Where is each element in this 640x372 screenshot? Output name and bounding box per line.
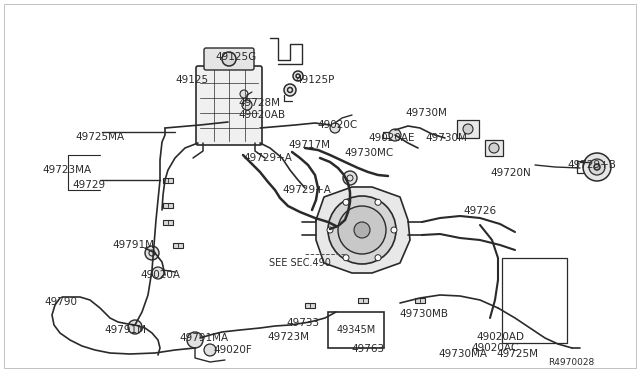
Text: 49725M: 49725M xyxy=(496,349,538,359)
Circle shape xyxy=(187,332,203,348)
Circle shape xyxy=(594,164,600,170)
Text: 49020F: 49020F xyxy=(213,345,252,355)
Bar xyxy=(457,120,479,138)
FancyBboxPatch shape xyxy=(204,48,254,70)
Bar xyxy=(173,243,183,248)
Circle shape xyxy=(589,159,605,175)
Bar xyxy=(163,203,173,208)
Text: 49730MC: 49730MC xyxy=(344,148,393,158)
Text: 49729: 49729 xyxy=(72,180,105,190)
Circle shape xyxy=(343,199,349,205)
Text: 49345M: 49345M xyxy=(337,325,376,335)
Circle shape xyxy=(293,71,303,81)
Circle shape xyxy=(328,196,396,264)
Text: 49020A: 49020A xyxy=(140,270,180,280)
Bar xyxy=(485,140,503,156)
Text: 49723MA: 49723MA xyxy=(42,165,91,175)
Text: 49717M: 49717M xyxy=(288,140,330,150)
Text: 49020AC: 49020AC xyxy=(471,343,518,353)
Text: 49125G: 49125G xyxy=(215,52,256,62)
Bar xyxy=(358,298,368,303)
Bar xyxy=(328,312,384,348)
Text: 49020C: 49020C xyxy=(317,120,357,130)
Text: 49733: 49733 xyxy=(286,318,319,328)
Bar xyxy=(502,258,567,343)
Text: 49125P: 49125P xyxy=(295,75,334,85)
Text: 49720N: 49720N xyxy=(490,168,531,178)
Circle shape xyxy=(128,320,142,334)
Circle shape xyxy=(354,222,370,238)
Text: 49790: 49790 xyxy=(44,297,77,307)
Text: R4970028: R4970028 xyxy=(548,358,595,367)
Circle shape xyxy=(240,90,248,98)
Text: 49730MB: 49730MB xyxy=(399,309,448,319)
Circle shape xyxy=(343,255,349,261)
Text: 49763: 49763 xyxy=(351,344,384,354)
Circle shape xyxy=(375,255,381,261)
Text: 49726: 49726 xyxy=(463,206,496,216)
Text: 49125: 49125 xyxy=(175,75,208,85)
FancyBboxPatch shape xyxy=(196,66,262,145)
Bar xyxy=(415,298,425,303)
Circle shape xyxy=(330,123,340,133)
Text: 49730M: 49730M xyxy=(425,133,467,143)
Text: SEE SEC.490: SEE SEC.490 xyxy=(269,258,331,268)
Text: 49020AE: 49020AE xyxy=(368,133,415,143)
Bar xyxy=(163,178,173,183)
Text: 49729+B: 49729+B xyxy=(567,160,616,170)
Circle shape xyxy=(327,227,333,233)
Circle shape xyxy=(389,129,401,141)
Text: 49723M: 49723M xyxy=(267,332,309,342)
Text: 49729+A: 49729+A xyxy=(243,153,292,163)
Bar xyxy=(305,303,315,308)
Circle shape xyxy=(463,124,473,134)
Circle shape xyxy=(204,344,216,356)
Text: 49791M: 49791M xyxy=(112,240,154,250)
Circle shape xyxy=(391,227,397,233)
Circle shape xyxy=(242,100,252,110)
Circle shape xyxy=(338,206,386,254)
Circle shape xyxy=(583,153,611,181)
Circle shape xyxy=(489,143,499,153)
Text: 49725MA: 49725MA xyxy=(75,132,124,142)
Circle shape xyxy=(343,171,357,185)
Circle shape xyxy=(152,267,164,279)
Text: 49791M: 49791M xyxy=(104,325,146,335)
Text: 49020AD: 49020AD xyxy=(476,332,524,342)
Text: 49730MA: 49730MA xyxy=(438,349,487,359)
Circle shape xyxy=(222,52,236,66)
Text: 49791MA: 49791MA xyxy=(179,333,228,343)
Text: 49729+A: 49729+A xyxy=(282,185,331,195)
Bar xyxy=(163,220,173,225)
Text: 49728M: 49728M xyxy=(238,98,280,108)
Circle shape xyxy=(284,84,296,96)
Text: 49730M: 49730M xyxy=(405,108,447,118)
Circle shape xyxy=(145,246,159,260)
Polygon shape xyxy=(316,187,410,273)
Circle shape xyxy=(375,199,381,205)
Text: 49020AB: 49020AB xyxy=(238,110,285,120)
